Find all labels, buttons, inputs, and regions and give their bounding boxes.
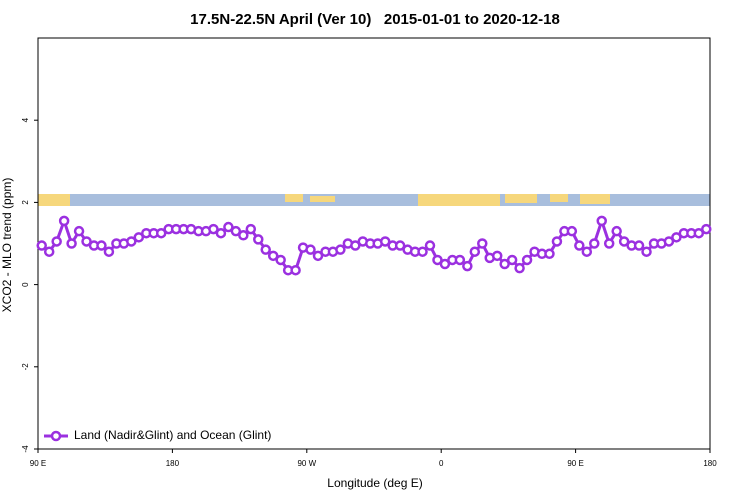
data-point: [618, 236, 630, 247]
data-point: [701, 223, 712, 235]
data-point: [581, 246, 593, 257]
x-tick-label: 180: [166, 459, 180, 468]
y-axis-label: XCO2 - MLO trend (ppm): [0, 178, 14, 313]
data-point: [350, 240, 361, 251]
data-point: [58, 215, 70, 227]
data-point: [245, 223, 257, 235]
data-point: [432, 254, 443, 266]
legend-marker: [50, 430, 62, 442]
data-point: [208, 223, 219, 235]
y-tick-label: 4: [21, 117, 30, 122]
data-point: [267, 250, 279, 262]
data-point: [230, 225, 242, 237]
data-point: [491, 250, 503, 262]
data-point: [417, 246, 428, 257]
data-point: [96, 240, 107, 251]
x-tick-label: 180: [703, 459, 717, 468]
data-point: [462, 260, 473, 272]
data-point: [551, 236, 563, 247]
data-point: [693, 227, 705, 239]
data-point: [253, 234, 264, 245]
y-tick-label: -4: [21, 445, 30, 453]
data-point: [215, 227, 227, 239]
data-point: [499, 258, 510, 270]
data-point: [379, 236, 391, 247]
data-point: [596, 215, 607, 227]
data-point: [223, 221, 234, 233]
data-point: [126, 236, 137, 247]
data-point: [544, 248, 555, 260]
x-tick-label: 90 E: [567, 459, 583, 468]
data-point: [671, 232, 682, 243]
data-point: [305, 244, 316, 255]
data-point: [43, 246, 55, 257]
data-point: [506, 254, 518, 266]
data-point: [51, 236, 62, 247]
data-point: [424, 240, 436, 251]
data-point: [469, 246, 481, 257]
data-point: [394, 240, 406, 251]
data-point: [312, 250, 324, 262]
data-point: [589, 238, 600, 249]
data-point: [290, 264, 301, 276]
data-point: [633, 240, 645, 251]
data-point: [335, 244, 346, 255]
data-point: [73, 225, 85, 237]
y-tick-label: -2: [21, 363, 30, 371]
data-point: [66, 238, 77, 249]
land-ocean-strip: [38, 194, 710, 206]
data-point: [36, 240, 47, 251]
data-point: [155, 227, 167, 239]
data-point: [133, 232, 145, 243]
y-tick-label: 0: [21, 282, 30, 287]
chart-title: 17.5N-22.5N April (Ver 10) 2015-01-01 to…: [190, 11, 560, 28]
x-tick-label: 0: [439, 459, 444, 468]
data-point: [477, 238, 488, 249]
y-tick-label: 2: [21, 200, 30, 205]
x-axis-label: Longitude (deg E): [327, 476, 422, 490]
data-point: [275, 254, 286, 266]
data-point: [566, 225, 578, 237]
data-point: [439, 258, 451, 270]
data-point: [81, 236, 92, 247]
data-point: [574, 240, 585, 251]
x-tick-label: 90 E: [30, 459, 46, 468]
data-point: [663, 236, 675, 247]
data-point: [238, 230, 249, 241]
data-point: [611, 225, 622, 237]
legend-label: Land (Nadir&Glint) and Ocean (Glint): [74, 428, 271, 442]
data-point: [603, 238, 615, 249]
data-point: [260, 244, 271, 255]
data-point: [521, 254, 533, 266]
data-point: [514, 262, 525, 274]
data-point: [454, 254, 466, 266]
data-point: [103, 246, 115, 257]
data-point: [641, 246, 652, 257]
x-tick-label: 90 W: [297, 459, 316, 468]
